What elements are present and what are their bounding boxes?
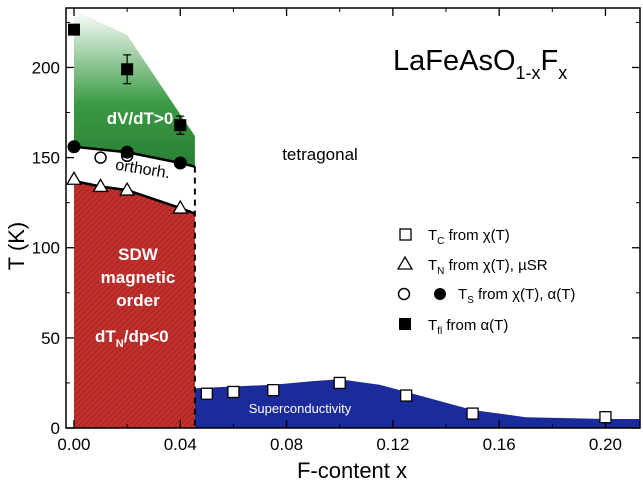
tfl-point [121,63,134,76]
tn-point [118,181,136,196]
legend-marker-tfl [399,318,411,330]
title-main: LaFeAsO [393,45,516,77]
structural-boundary-line [73,145,196,168]
tfl-point [67,23,80,36]
tc-point [227,385,240,399]
region-sdw [74,181,195,428]
y-axis-label: T (K) [4,222,29,270]
ts-open-point [94,151,107,164]
legend-marker-tn [396,255,414,270]
region-label-magnetic: magnetic [101,268,176,287]
region-label-dtn-dp: dTN/dp<0 [95,327,169,350]
y-tick-label: 50 [41,329,60,348]
x-tick-label: 0.04 [164,435,197,454]
phase-regions [74,9,640,428]
tfl-point [174,119,187,132]
legend-entry-tn: TN from χ(T), µSR [428,257,548,277]
tc-point [599,411,612,424]
tc-point [466,407,479,420]
x-axis-label: F-content x [297,458,407,483]
x-tick-label: 0.08 [270,435,303,454]
title-x: x [558,63,567,83]
region-label-sdw: SDW [118,245,159,264]
data-marks [65,23,612,424]
region-label-order: order [116,291,160,310]
x-tick-label: 0.16 [483,435,516,454]
legend-marker-ts-open [397,287,411,301]
tn-point [65,170,83,185]
legend-entry-ts: TS from χ(T), α(T) [458,286,575,306]
legend-entry-tfl: Tfl from α(T) [428,317,508,337]
title-f: F [541,45,559,77]
region-dvdt [74,9,195,167]
legend-marker-ts-filled [434,288,446,300]
x-tick-label: 0.12 [376,435,409,454]
tc-point [333,376,346,390]
tc-point [267,383,280,397]
region-label-superconductivity: Superconductivity [249,401,352,416]
y-tick-label: 100 [32,239,60,258]
legend: TC from χ(T) TN from χ(T), µSR TS from χ… [396,227,575,337]
ts-filled-point [67,140,81,154]
tc-point [200,387,213,400]
region-superconductivity [194,379,640,428]
ts-filled-point [120,145,134,159]
y-tick-label: 200 [32,58,60,77]
title-sub: 1-x [516,63,541,83]
tn-point [172,199,189,214]
x-tick-label: 0.00 [57,435,90,454]
legend-marker-tc [399,228,412,241]
legend-entry-tc: TC from χ(T) [428,227,510,247]
tn-point [92,178,109,193]
tc-point [399,389,413,402]
region-label-tetragonal: tetragonal [282,145,358,164]
dtn-rest: /dp<0 [124,327,169,346]
y-tick-label: 0 [51,419,60,438]
x-tick-label: 0.20 [589,435,622,454]
dtn-sub: N [116,338,124,350]
region-label-dvdt: dV/dT>0 [107,109,174,128]
plot-frame [65,7,641,429]
y-tick-label: 150 [32,149,60,168]
axes: 0.00 0.04 0.08 0.12 0.16 0.20 0 50 100 150 200 [32,7,641,454]
chart-title: LaFeAsO1-xFx [393,45,567,83]
dtn-main: dT [95,327,116,346]
ts-filled-point [173,156,187,170]
